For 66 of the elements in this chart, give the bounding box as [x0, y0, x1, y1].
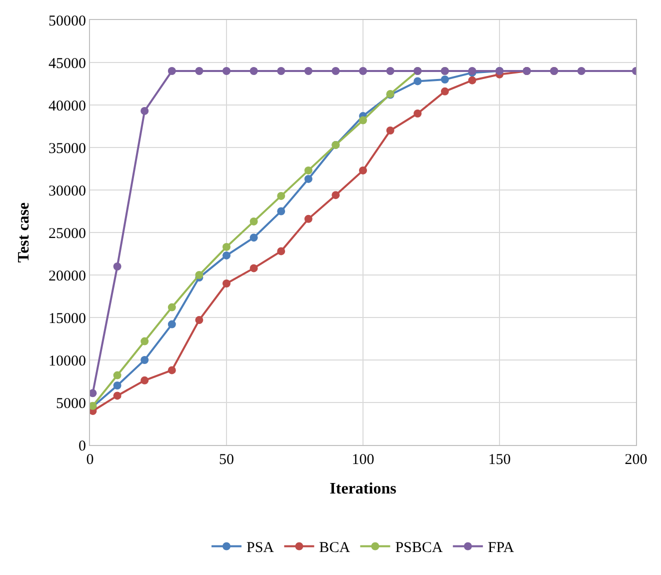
- point: [140, 106, 149, 115]
- point: [304, 166, 312, 174]
- legend-label: PSA: [246, 540, 274, 556]
- point: [168, 320, 176, 328]
- y-tick-label: 15000: [48, 310, 86, 327]
- point: [140, 376, 149, 384]
- point: [304, 174, 312, 183]
- y-tick-label: 20000: [48, 268, 86, 284]
- point: [386, 126, 394, 134]
- point: [304, 67, 312, 75]
- point: [222, 251, 230, 260]
- point: [277, 192, 286, 200]
- point: [113, 392, 122, 400]
- point: [168, 303, 176, 312]
- y-tick-label: 40000: [48, 98, 86, 114]
- point: [277, 67, 286, 75]
- point: [195, 271, 204, 279]
- point: [332, 191, 340, 200]
- point: [113, 371, 122, 380]
- y-tick-label: 35000: [48, 140, 86, 157]
- point: [250, 67, 258, 75]
- point: [359, 67, 367, 75]
- y-axis-title: Test case: [15, 202, 32, 263]
- point: [222, 280, 230, 288]
- point: [359, 166, 367, 174]
- x-tick-label: 150: [488, 452, 511, 468]
- y-tick-label: 25000: [48, 226, 86, 242]
- point: [250, 264, 258, 272]
- legend-label: BCA: [319, 540, 350, 556]
- point: [222, 242, 230, 251]
- point: [304, 214, 312, 223]
- y-tick-label: 30000: [48, 183, 86, 200]
- point: [277, 207, 286, 216]
- x-tick-label: 200: [624, 452, 648, 468]
- point: [250, 217, 258, 226]
- legend-label: FPA: [488, 540, 514, 556]
- x-tick-label: 100: [352, 452, 374, 468]
- legend-label: PSBCA: [395, 540, 443, 556]
- point: [359, 116, 367, 124]
- point: [113, 382, 122, 390]
- point: [332, 67, 340, 75]
- point: [195, 316, 204, 324]
- y-tick-label: 10000: [48, 353, 86, 370]
- point: [277, 247, 286, 256]
- point: [440, 76, 449, 84]
- x-tick-label: 50: [219, 452, 234, 468]
- point: [195, 67, 204, 75]
- point: [140, 337, 149, 346]
- point: [222, 67, 230, 75]
- point: [440, 87, 449, 96]
- point: [140, 356, 149, 364]
- point: [90, 389, 97, 398]
- point: [414, 110, 422, 118]
- point: [386, 67, 394, 75]
- point: [577, 67, 586, 75]
- point: [168, 366, 176, 374]
- x-axis-title: Iterations: [330, 480, 396, 498]
- point: [113, 262, 122, 270]
- point: [414, 77, 422, 86]
- y-tick-label: 50000: [48, 13, 86, 30]
- y-tick-label: 45000: [48, 56, 86, 72]
- point: [468, 76, 476, 84]
- y-tick-label: 0: [78, 438, 86, 454]
- point: [168, 67, 176, 75]
- point: [250, 234, 258, 242]
- y-tick-label: 5000: [56, 396, 86, 412]
